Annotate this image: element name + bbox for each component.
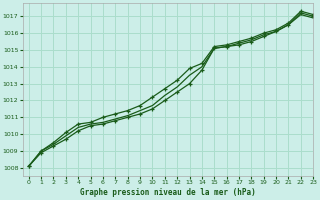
X-axis label: Graphe pression niveau de la mer (hPa): Graphe pression niveau de la mer (hPa) [80, 188, 256, 197]
